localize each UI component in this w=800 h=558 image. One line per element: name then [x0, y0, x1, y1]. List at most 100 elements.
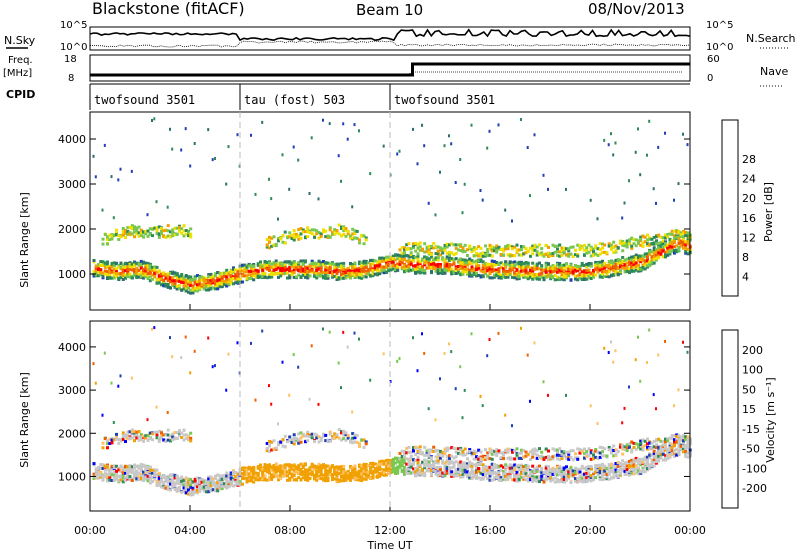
velocity-cell: [111, 382, 113, 385]
power-cell: [354, 123, 356, 126]
power-cell: [612, 153, 614, 156]
velocity-cell: [180, 476, 183, 479]
power-cell: [293, 271, 296, 274]
power-cell: [275, 259, 278, 262]
colorbar-tick: 16: [742, 212, 756, 225]
power-cell: [678, 249, 681, 252]
velocity-cell: [93, 462, 96, 465]
power-cell: [642, 245, 645, 248]
power-cell: [538, 243, 541, 246]
power-cell: [311, 232, 314, 235]
nave-tick-bottom: 0: [707, 73, 713, 84]
power-cell: [102, 238, 105, 241]
power-cell: [225, 183, 227, 186]
velocity-cell: [329, 440, 332, 443]
power-cell: [275, 243, 278, 246]
power-cell: [102, 209, 104, 212]
power-cell: [466, 254, 469, 257]
power-cell: [189, 233, 192, 236]
power-cell: [673, 199, 675, 202]
power-cell: [183, 224, 186, 227]
power-cell: [313, 236, 316, 239]
nsky-line: [90, 30, 690, 40]
power-cell: [93, 259, 96, 262]
power-cell: [131, 277, 134, 280]
power-cell: [646, 255, 649, 258]
velocity-cell: [138, 430, 141, 433]
velocity-cell: [270, 403, 272, 406]
power-cell: [540, 264, 543, 267]
power-cell: [430, 271, 433, 274]
velocity-cell: [142, 439, 145, 442]
y-tick-label: 1000: [58, 268, 86, 281]
power-cell: [534, 133, 536, 136]
power-cell: [603, 244, 606, 247]
velocity-cell: [212, 365, 214, 368]
velocity-cell: [183, 429, 186, 432]
power-cell: [597, 217, 599, 220]
power-cell: [459, 158, 461, 161]
power-cell: [464, 183, 466, 186]
power-cell: [653, 262, 656, 265]
power-cell: [354, 262, 357, 265]
velocity-cell: [174, 484, 177, 487]
power-cell: [435, 213, 437, 216]
velocity-cell: [120, 374, 122, 377]
velocity-cell: [354, 465, 357, 468]
power-cell: [660, 253, 663, 256]
power-cell: [113, 216, 115, 219]
power-cell: [639, 173, 641, 176]
power-cell: [324, 230, 327, 233]
date-title: 08/Nov/2013: [588, 0, 685, 18]
power-cell: [228, 145, 230, 148]
velocity-cell: [311, 436, 314, 439]
velocity-cell: [428, 407, 430, 410]
power-cell: [318, 197, 320, 200]
power-cell: [358, 241, 361, 244]
power-cell: [421, 124, 423, 127]
power-cell: [612, 241, 615, 244]
power-cell: [131, 170, 133, 173]
velocity-cell: [257, 473, 260, 476]
power-cell: [511, 220, 513, 223]
colorbar-tick: 20: [742, 192, 756, 205]
velocity-cell: [432, 446, 435, 449]
power-cell: [482, 199, 484, 202]
power-cell: [615, 142, 617, 145]
power-cell: [340, 180, 342, 183]
nave-tick-top: 60: [707, 54, 720, 65]
beam-title: Beam 10: [356, 1, 423, 19]
power-cell: [520, 248, 523, 251]
power-cell: [259, 261, 262, 264]
velocity-cell: [288, 479, 291, 482]
nsearch-label: N.Search: [746, 32, 796, 45]
power-cell: [347, 138, 349, 141]
power-cell: [138, 226, 141, 229]
power-cell: [120, 168, 122, 171]
velocity-cell: [318, 403, 320, 406]
power-cell: [529, 194, 531, 197]
power-cell: [547, 188, 549, 191]
velocity-cell: [322, 328, 324, 331]
power-cell: [441, 252, 444, 255]
power-cell: [293, 239, 296, 242]
freq-label-1: Freq.: [8, 55, 33, 66]
power-cell: [621, 249, 624, 252]
power-cell: [657, 256, 660, 259]
velocity-cell: [351, 411, 353, 414]
cpid-segment-label: tau (fost) 503: [244, 93, 345, 107]
power-cell: [428, 202, 430, 205]
velocity-cell: [410, 455, 413, 458]
power-cell: [342, 122, 344, 125]
power-cell: [264, 272, 267, 275]
power-cell: [432, 242, 435, 245]
power-cell: [270, 197, 272, 200]
power-cell: [252, 278, 255, 281]
velocity-cell: [117, 385, 119, 388]
power-cell: [574, 249, 577, 252]
power-cell: [169, 128, 171, 131]
colorbar-tick: 24: [742, 173, 756, 186]
power-cell: [601, 247, 604, 250]
power-cell: [430, 253, 433, 256]
